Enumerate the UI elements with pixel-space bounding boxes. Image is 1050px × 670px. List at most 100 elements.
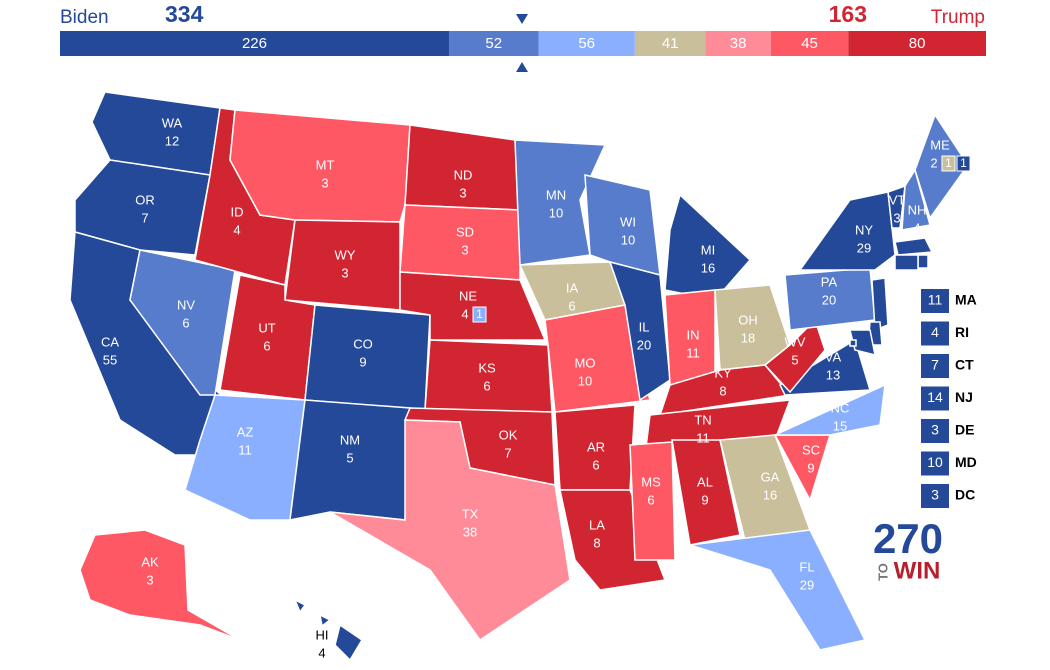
state-shape [304,304,431,411]
small-state-votes: 3 [931,487,939,503]
state-votes: 9 [807,460,814,475]
state-abbr: IA [566,280,579,295]
state-abbr: WA [162,115,183,130]
state-abbr: NM [340,432,360,447]
state-votes: 5 [346,450,353,465]
small-state-abbr: DE [955,422,974,438]
state-votes: 6 [483,378,490,393]
state-shape [544,304,651,413]
state-abbr: WI [620,214,636,229]
state-votes: 3 [146,572,153,587]
state-abbr: AL [697,474,713,489]
state-votes: 29 [857,240,871,255]
bar-label: 52 [485,35,502,52]
bar: 226 52 56 41 38 45 80 [60,31,986,56]
bar-label: 80 [909,35,926,52]
district-box [956,155,971,172]
state-votes: 7 [504,445,511,460]
state-votes: 7 [141,210,148,225]
state-abbr: GA [761,469,780,484]
state-votes: 11 [238,442,252,457]
state-shape [901,168,931,231]
midpoint-marker [516,14,528,24]
midpoint-marker [516,62,528,72]
biden-total: 334 [165,1,204,27]
small-state-abbr: CT [955,357,974,373]
bar-segment [848,31,986,56]
state-votes: 12 [165,133,179,148]
state-votes: 9 [359,354,366,369]
small-state-abbr: MD [955,454,977,470]
state-shape [293,598,307,614]
state-shape [763,318,826,394]
state-abbr: MI [701,242,715,257]
small-state-votes: 10 [927,454,943,470]
state-votes: 3 [893,210,900,225]
state-shape [894,254,919,271]
bar-segment [60,31,449,56]
state-shape [329,419,571,642]
state-votes: 38 [463,524,477,539]
state-votes: 2 [930,155,937,170]
state-abbr: PA [821,274,838,289]
state-shape [774,383,886,436]
district-box [941,155,956,172]
small-state-abbr: MA [955,292,977,308]
state-votes: 3 [341,265,348,280]
state-votes: 3 [461,242,468,257]
state-abbr: VT [889,192,906,207]
bar-label: 56 [578,35,595,52]
state-votes: 6 [568,298,575,313]
small-state-votes: 11 [928,292,943,308]
bar-label: 38 [730,35,747,52]
small-state-box [921,354,949,378]
state-votes: 6 [263,338,270,353]
state-abbr: IN [687,327,700,342]
bar-segment [538,31,635,56]
state-abbr: MO [575,355,596,370]
state-votes: 11 [696,430,710,445]
bar-segment [705,31,771,56]
state-abbr: LA [589,517,605,532]
state-abbr: VA [825,349,842,364]
state-votes: 6 [647,492,654,507]
small-state-abbr: NJ [955,389,973,405]
trump-name: Trump [931,7,985,28]
state-votes: 9 [701,492,708,507]
state-abbr: OK [499,427,518,442]
state-abbr: AK [141,554,159,569]
small-state-box [921,289,949,313]
state-votes: 10 [549,205,563,220]
bar-segment [770,31,849,56]
state-votes: 11 [686,345,700,360]
district-votes: 1 [476,307,483,321]
state-votes: 13 [826,367,840,382]
state-abbr: WY [335,247,356,262]
state-abbr: KY [714,365,732,380]
state-abbr: AR [587,439,605,454]
bar-label: 226 [242,35,267,52]
small-state-box [921,419,949,443]
state-votes: 6 [592,457,599,472]
state-shape [917,254,929,269]
state-abbr: ND [454,167,473,182]
state-abbr: HI [316,627,329,642]
logo-to: TO [875,563,890,581]
small-state-votes: 7 [931,357,939,373]
state-votes: 16 [763,487,777,502]
state-abbr: SC [802,442,820,457]
state-votes: 5 [791,352,798,367]
state-abbr: CO [353,336,373,351]
bar-segment [634,31,706,56]
state-shape [689,529,867,651]
district-votes: 1 [945,156,952,170]
state-shape [849,339,857,347]
state-labels: WA12OR7CA55NV6ID4MT3WY3UT6AZ11CO9NM5ND3S… [101,115,971,660]
state-abbr: TN [694,412,711,427]
state-votes: 4 [233,222,240,237]
state-shape [318,613,332,628]
bar-label: 45 [801,35,818,52]
state-abbr: UT [258,320,275,335]
state-shape [871,277,889,332]
